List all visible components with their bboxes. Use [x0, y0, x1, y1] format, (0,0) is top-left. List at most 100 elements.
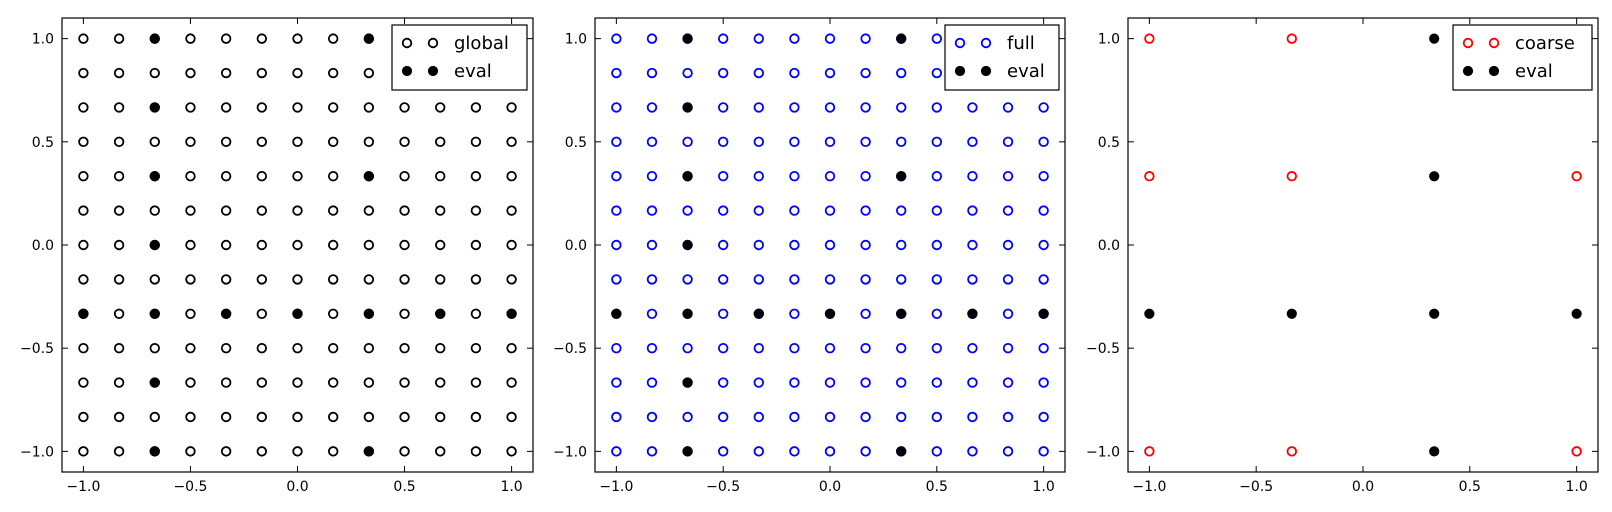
full-point	[860, 308, 871, 319]
global-point	[149, 205, 160, 216]
legend-box	[391, 24, 528, 91]
legend-marker-coarse	[1462, 37, 1474, 49]
full-point	[967, 377, 978, 388]
full-point	[824, 67, 836, 79]
global-point	[185, 377, 196, 388]
full-point	[896, 274, 907, 285]
x-tick-label: −0.5	[706, 479, 740, 495]
full-point	[860, 411, 871, 423]
full-point	[931, 136, 943, 148]
legend-marker-eval	[1462, 65, 1474, 77]
full-point	[717, 171, 729, 182]
global-point	[185, 239, 196, 251]
global-point	[113, 33, 125, 44]
full-point	[1038, 102, 1049, 113]
global-point	[113, 342, 125, 354]
coarse-point	[1571, 171, 1582, 182]
legend-marker-eval	[1488, 65, 1500, 77]
global-point	[327, 171, 339, 182]
global-point	[470, 239, 482, 251]
full-point	[682, 67, 693, 79]
global-point	[256, 136, 268, 148]
global-point	[470, 274, 482, 285]
full-point	[1038, 446, 1049, 457]
global-point	[435, 446, 446, 457]
eval-point	[896, 33, 907, 44]
eval-point	[1429, 33, 1440, 44]
global-point	[327, 136, 339, 148]
eval-point	[1286, 308, 1297, 319]
global-point	[256, 171, 268, 182]
full-point	[789, 136, 800, 148]
full-point	[717, 446, 729, 457]
global-point	[256, 205, 268, 216]
full-point	[824, 342, 836, 354]
full-point	[1038, 342, 1049, 354]
full-point	[646, 33, 658, 44]
global-point	[435, 342, 446, 354]
full-point	[789, 308, 800, 319]
eval-point	[363, 308, 374, 319]
global-point	[327, 239, 339, 251]
global-point	[256, 342, 268, 354]
global-point	[435, 274, 446, 285]
legend-marker-global	[401, 37, 413, 49]
global-point	[185, 33, 196, 44]
eval-point	[682, 377, 693, 388]
coarse-point	[1571, 446, 1582, 457]
x-tick-label: 1.0	[1033, 479, 1055, 495]
y-tick-label: −1.0	[20, 444, 54, 460]
eval-point	[221, 308, 232, 319]
full-point	[860, 102, 871, 113]
global-point	[149, 136, 160, 148]
full-point	[717, 342, 729, 354]
legend-box	[1452, 24, 1593, 91]
global-point	[113, 446, 125, 457]
full-point	[717, 377, 729, 388]
x-tick-label: −1.0	[66, 479, 100, 495]
global-point	[363, 411, 375, 423]
global-point	[78, 239, 89, 251]
full-point	[1002, 308, 1014, 319]
full-point	[753, 446, 764, 457]
full-point	[824, 239, 836, 251]
full-point	[611, 411, 622, 423]
global-point	[506, 274, 517, 285]
global-point	[220, 239, 232, 251]
full-point	[753, 102, 764, 113]
full-point	[931, 102, 943, 113]
global-point	[220, 274, 232, 285]
full-point	[717, 136, 729, 148]
full-point	[682, 411, 693, 423]
full-point	[824, 411, 836, 423]
full-point	[646, 377, 658, 388]
global-point	[399, 446, 410, 457]
full-point	[753, 411, 764, 423]
full-point	[824, 136, 836, 148]
global-point	[470, 308, 482, 319]
global-point	[506, 102, 517, 113]
legend: coarse eval	[1452, 24, 1593, 91]
global-point	[256, 446, 268, 457]
full-point	[682, 136, 693, 148]
full-point	[824, 171, 836, 182]
eval-point	[682, 446, 693, 457]
full-point	[646, 171, 658, 182]
global-point	[78, 102, 89, 113]
global-point	[470, 205, 482, 216]
global-point	[185, 205, 196, 216]
y-tick-label: 0.5	[1098, 135, 1120, 151]
legend-marker-full	[980, 37, 992, 49]
global-point	[220, 33, 232, 44]
legend-marker-eval	[954, 65, 966, 77]
global-point	[256, 411, 268, 423]
full-point	[1002, 446, 1014, 457]
global-point	[185, 102, 196, 113]
global-point	[470, 136, 482, 148]
full-point	[896, 239, 907, 251]
eval-point	[149, 308, 160, 319]
scatter-panel-left: −1.0 −0.5 0.0 0.5 1.0 −1.0 −0.5 0.0 0.5 1.0 global…	[20, 17, 534, 495]
full-point	[646, 446, 658, 457]
x-tick-label: −1.0	[599, 479, 633, 495]
global-point	[292, 239, 303, 251]
